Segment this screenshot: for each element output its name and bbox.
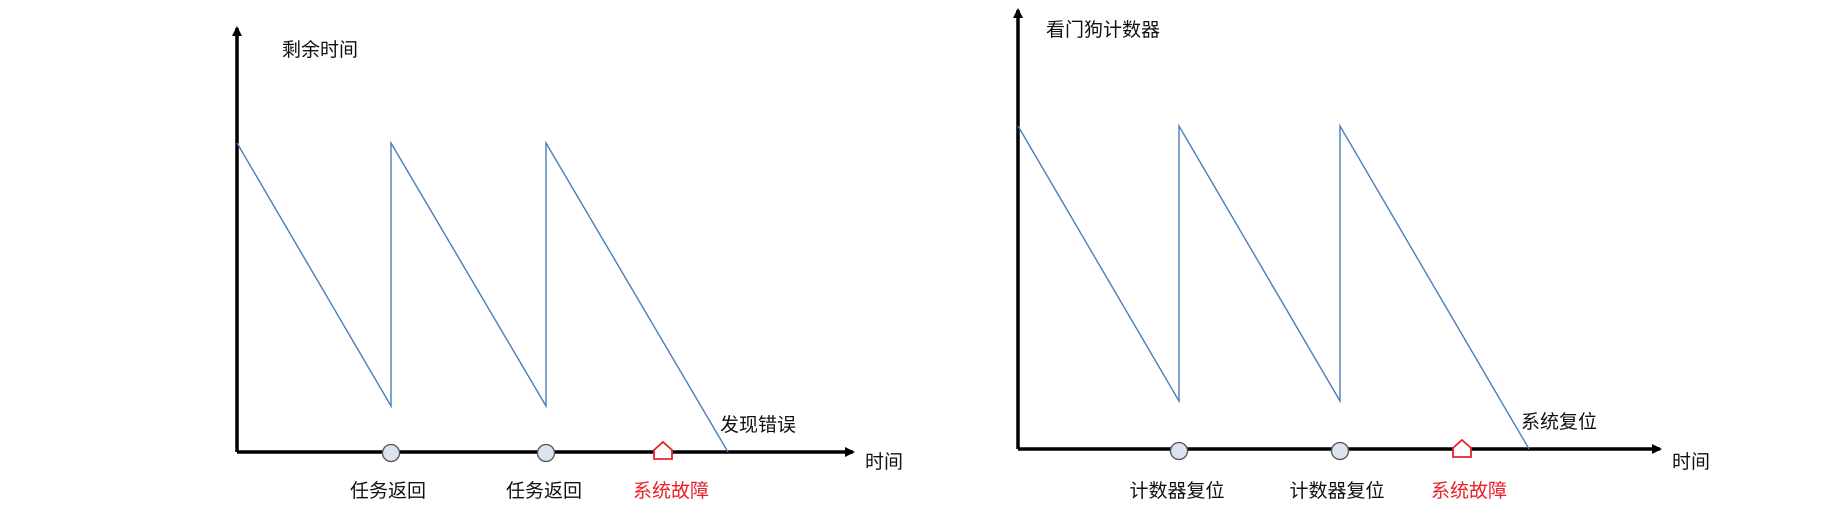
fault-house-icon (653, 440, 673, 460)
x-axis-label: 时间 (865, 451, 903, 473)
watchdog-counter-waveform (1017, 123, 1530, 450)
x-axis-label: 时间 (1672, 451, 1710, 473)
watchdog-counter-diagram: 看门狗计数器 时间 系统复位 计数器复位 计数器复位 系统故障 (1013, 8, 1710, 502)
y-axis-label: 剩余时间 (282, 39, 358, 61)
circle-marker-icon (1330, 441, 1350, 461)
fault-label: 系统故障 (633, 480, 709, 502)
fault-label: 系统故障 (1431, 480, 1507, 502)
event-label: 计数器复位 (1289, 480, 1384, 502)
fault-house-icon (1452, 438, 1472, 458)
remaining-time-diagram: 剩余时间 时间 发现错误 任务返回 任务返回 系统故障 (232, 26, 903, 502)
circle-marker-icon (1169, 441, 1189, 461)
circle-marker-icon (536, 443, 556, 463)
event-label: 任务返回 (350, 480, 426, 502)
remaining-time-waveform (236, 140, 729, 453)
event-label: 任务返回 (506, 480, 582, 502)
y-axis-label: 看门狗计数器 (1046, 19, 1160, 41)
error-detected-label: 发现错误 (720, 414, 796, 436)
circle-marker-icon (381, 443, 401, 463)
event-label: 计数器复位 (1129, 480, 1224, 502)
system-reset-label: 系统复位 (1521, 411, 1597, 433)
